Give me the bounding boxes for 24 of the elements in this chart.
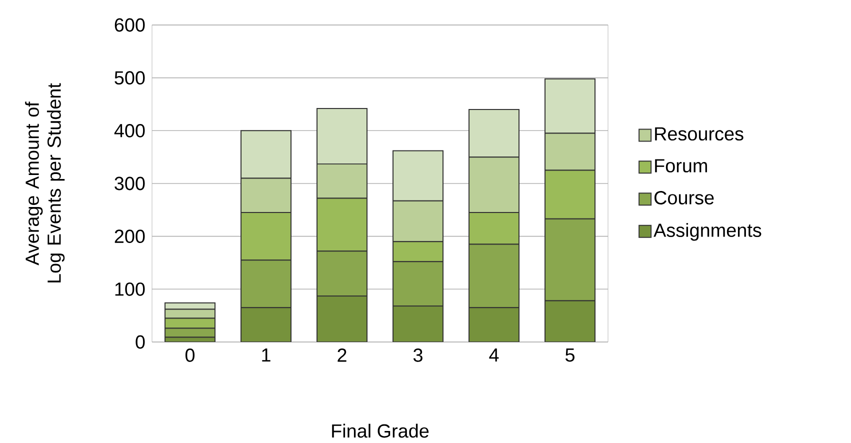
x-tick-label: 5 — [565, 348, 574, 362]
x-axis-title: Final Grade — [332, 424, 429, 438]
bar — [544, 300, 596, 342]
bar — [241, 308, 292, 342]
legend-label: Course — [654, 191, 714, 204]
y-tick-label: 300 — [114, 176, 145, 190]
x-tick-label: 0 — [185, 348, 195, 362]
y-tick-label: 200 — [114, 230, 145, 244]
bar — [317, 296, 368, 342]
bar — [469, 308, 520, 342]
x-tick-label: 1 — [262, 348, 270, 362]
y-tick-label: 600 — [114, 18, 145, 32]
legend-label: Assignments — [654, 223, 762, 241]
y-tick-label: 0 — [136, 335, 145, 349]
legend-label: Forum — [655, 159, 707, 172]
y-axis-title: Average Amount of Log Events per Student — [25, 83, 65, 282]
x-tick-label: 2 — [338, 348, 346, 362]
x-tick-label: 3 — [413, 348, 422, 362]
x-tick-label: 4 — [489, 348, 499, 362]
y-tick-label: 400 — [114, 124, 145, 138]
legend-label: Resources — [655, 127, 744, 141]
bar — [393, 306, 444, 342]
y-tick-label: 100 — [115, 282, 145, 296]
y-tick-label: 500 — [114, 71, 145, 85]
